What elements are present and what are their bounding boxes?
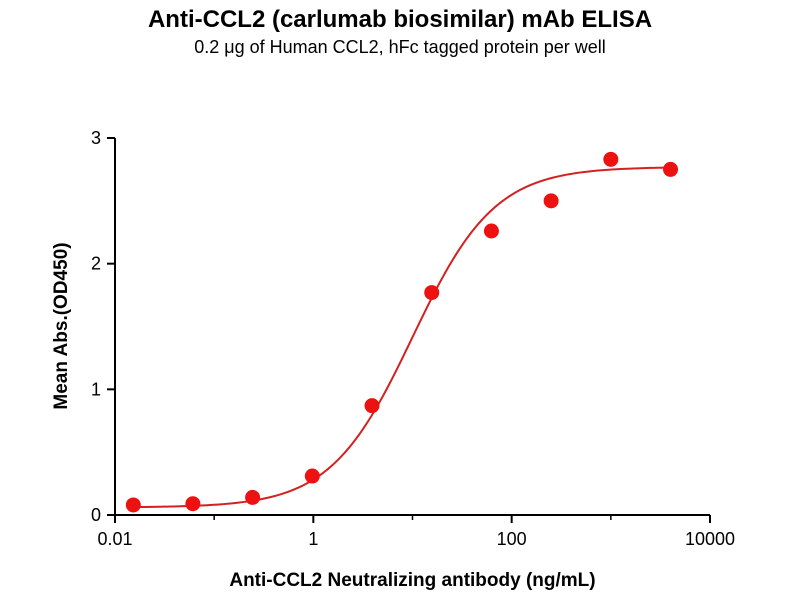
axis-spines (114, 138, 710, 516)
y-tick-label: 1 (91, 379, 101, 399)
x-tick-label: 10000 (685, 529, 735, 549)
y-axis-label: Mean Abs.(OD450) (51, 242, 72, 410)
data-point (424, 285, 440, 301)
data-point (483, 223, 499, 239)
data-point (543, 193, 559, 209)
y-tick-label: 3 (91, 128, 101, 148)
data-point (663, 161, 679, 177)
data-point (185, 496, 201, 512)
fit-curve (132, 166, 672, 509)
y-tick-label: 2 (91, 254, 101, 274)
data-point (364, 398, 380, 414)
data-points (125, 151, 679, 513)
x-axis-label: Anti-CCL2 Neutralizing antibody (ng/mL) (229, 570, 596, 591)
x-ticks: 0.01 1 100 10000 (97, 515, 735, 549)
data-point (304, 468, 320, 484)
y-tick-label: 0 (91, 505, 101, 525)
y-ticks: 0 1 2 3 (91, 128, 115, 525)
data-point (245, 489, 261, 505)
data-point (603, 151, 619, 167)
x-tick-label: 100 (497, 529, 527, 549)
x-tick-label: 0.01 (97, 529, 132, 549)
x-tick-label: 1 (308, 529, 318, 549)
chart-subtitle: 0.2 μg of Human CCL2, hFc tagged protein… (194, 37, 606, 57)
chart-title: Anti-CCL2 (carlumab biosimilar) mAb ELIS… (147, 6, 653, 33)
data-point (125, 497, 141, 513)
